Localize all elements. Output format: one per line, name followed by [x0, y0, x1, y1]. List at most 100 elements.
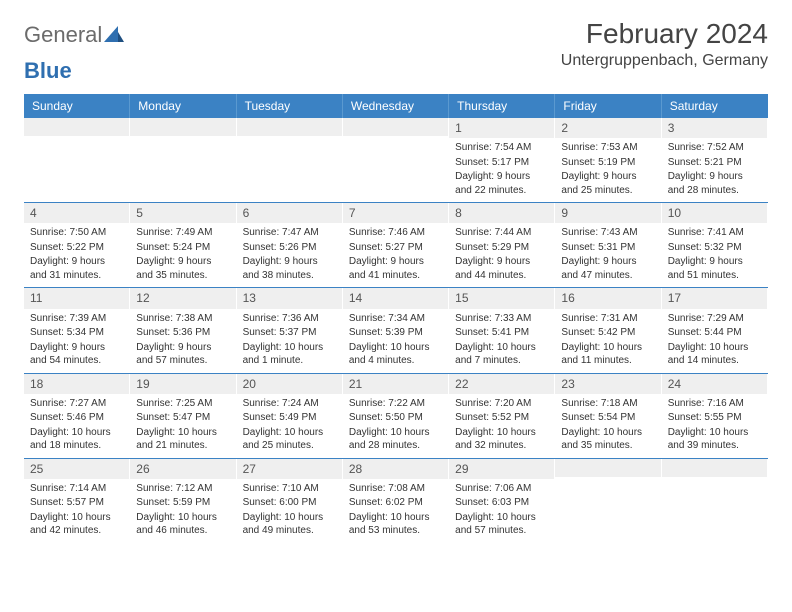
- sunset-line: Sunset: 5:24 PM: [136, 241, 229, 255]
- daylight-line: Daylight: 9 hours and 25 minutes.: [561, 170, 654, 197]
- day-number: 28: [343, 459, 448, 479]
- sunrise-line: Sunrise: 7:49 AM: [136, 226, 229, 240]
- sunset-line: Sunset: 5:39 PM: [349, 326, 442, 340]
- calendar: SundayMondayTuesdayWednesdayThursdayFrid…: [24, 94, 768, 543]
- day-body: Sunrise: 7:39 AMSunset: 5:34 PMDaylight:…: [24, 312, 129, 368]
- day-number: 21: [343, 374, 448, 394]
- day-number: 14: [343, 288, 448, 308]
- day-number: [662, 459, 767, 477]
- daylight-line: Daylight: 9 hours and 44 minutes.: [455, 255, 548, 282]
- daylight-line: Daylight: 9 hours and 35 minutes.: [136, 255, 229, 282]
- sunset-line: Sunset: 5:37 PM: [243, 326, 336, 340]
- dow-cell: Monday: [130, 94, 236, 118]
- sunset-line: Sunset: 5:27 PM: [349, 241, 442, 255]
- day-number: [237, 118, 342, 136]
- day-cell: 13Sunrise: 7:36 AMSunset: 5:37 PMDayligh…: [237, 288, 343, 372]
- day-body: Sunrise: 7:29 AMSunset: 5:44 PMDaylight:…: [662, 312, 767, 368]
- day-cell: 19Sunrise: 7:25 AMSunset: 5:47 PMDayligh…: [130, 374, 236, 458]
- sunrise-line: Sunrise: 7:31 AM: [561, 312, 654, 326]
- day-body: Sunrise: 7:27 AMSunset: 5:46 PMDaylight:…: [24, 397, 129, 453]
- day-number: 6: [237, 203, 342, 223]
- day-body: Sunrise: 7:46 AMSunset: 5:27 PMDaylight:…: [343, 226, 448, 282]
- day-body: Sunrise: 7:22 AMSunset: 5:50 PMDaylight:…: [343, 397, 448, 453]
- sunrise-line: Sunrise: 7:34 AM: [349, 312, 442, 326]
- sunrise-line: Sunrise: 7:22 AM: [349, 397, 442, 411]
- day-number: 18: [24, 374, 129, 394]
- daylight-line: Daylight: 10 hours and 28 minutes.: [349, 426, 442, 453]
- sunset-line: Sunset: 5:26 PM: [243, 241, 336, 255]
- daylight-line: Daylight: 9 hours and 41 minutes.: [349, 255, 442, 282]
- day-number: 10: [662, 203, 767, 223]
- day-cell: 17 Sunrise: 7:29 AMSunset: 5:44 PMDayligh…: [662, 288, 768, 372]
- sunrise-line: Sunrise: 7:18 AM: [561, 397, 654, 411]
- day-cell: [130, 118, 236, 202]
- day-number: 15: [449, 288, 554, 308]
- daylight-line: Daylight: 10 hours and 49 minutes.: [243, 511, 336, 538]
- day-cell: [237, 118, 343, 202]
- sunset-line: Sunset: 5:59 PM: [136, 496, 229, 510]
- day-cell: 27Sunrise: 7:10 AMSunset: 6:00 PMDayligh…: [237, 459, 343, 543]
- day-cell: 7 Sunrise: 7:46 AMSunset: 5:27 PMDaylight…: [343, 203, 449, 287]
- sunset-line: Sunset: 6:02 PM: [349, 496, 442, 510]
- daylight-line: Daylight: 10 hours and 14 minutes.: [668, 341, 761, 368]
- day-number: 23: [555, 374, 660, 394]
- sunrise-line: Sunrise: 7:14 AM: [30, 482, 123, 496]
- daylight-line: Daylight: 10 hours and 57 minutes.: [455, 511, 548, 538]
- daylight-line: Daylight: 9 hours and 28 minutes.: [668, 170, 761, 197]
- sunrise-line: Sunrise: 7:36 AM: [243, 312, 336, 326]
- day-number: 22: [449, 374, 554, 394]
- day-number: 12: [130, 288, 235, 308]
- day-body: Sunrise: 7:16 AMSunset: 5:55 PMDaylight:…: [662, 397, 767, 453]
- day-body: Sunrise: 7:20 AMSunset: 5:52 PMDaylight:…: [449, 397, 554, 453]
- dow-cell: Saturday: [662, 94, 768, 118]
- logo: General: [24, 18, 124, 48]
- daylight-line: Daylight: 10 hours and 53 minutes.: [349, 511, 442, 538]
- sunset-line: Sunset: 6:03 PM: [455, 496, 548, 510]
- daylight-line: Daylight: 9 hours and 38 minutes.: [243, 255, 336, 282]
- day-body: Sunrise: 7:49 AMSunset: 5:24 PMDaylight:…: [130, 226, 235, 282]
- sunrise-line: Sunrise: 7:38 AM: [136, 312, 229, 326]
- daylight-line: Daylight: 10 hours and 21 minutes.: [136, 426, 229, 453]
- sunrise-line: Sunrise: 7:47 AM: [243, 226, 336, 240]
- day-number: [130, 118, 235, 136]
- day-number: [24, 118, 129, 136]
- day-body: Sunrise: 7:33 AMSunset: 5:41 PMDaylight:…: [449, 312, 554, 368]
- sunrise-line: Sunrise: 7:46 AM: [349, 226, 442, 240]
- daylight-line: Daylight: 10 hours and 4 minutes.: [349, 341, 442, 368]
- sunrise-line: Sunrise: 7:33 AM: [455, 312, 548, 326]
- daylight-line: Daylight: 10 hours and 39 minutes.: [668, 426, 761, 453]
- day-cell: 12 Sunrise: 7:38 AMSunset: 5:36 PMDayligh…: [130, 288, 236, 372]
- day-cell: [24, 118, 130, 202]
- day-number: 11: [24, 288, 129, 308]
- week-row: 1Sunrise: 7:54 AMSunset: 5:17 PMDaylight…: [24, 118, 768, 202]
- day-cell: 14 Sunrise: 7:34 AMSunset: 5:39 PMDayligh…: [343, 288, 449, 372]
- sunrise-line: Sunrise: 7:20 AM: [455, 397, 548, 411]
- sunset-line: Sunset: 5:32 PM: [668, 241, 761, 255]
- day-body: Sunrise: 7:38 AMSunset: 5:36 PMDaylight:…: [130, 312, 235, 368]
- day-number: 8: [449, 203, 554, 223]
- sunset-line: Sunset: 5:21 PM: [668, 156, 761, 170]
- day-number: 16: [555, 288, 660, 308]
- day-body: Sunrise: 7:12 AMSunset: 5:59 PMDaylight:…: [130, 482, 235, 538]
- sunset-line: Sunset: 5:44 PM: [668, 326, 761, 340]
- day-cell: 9Sunrise: 7:43 AMSunset: 5:31 PMDaylight…: [555, 203, 661, 287]
- day-cell: 26Sunrise: 7:12 AMSunset: 5:59 PMDayligh…: [130, 459, 236, 543]
- week-row: 25Sunrise: 7:14 AMSunset: 5:57 PMDayligh…: [24, 459, 768, 543]
- day-body: Sunrise: 7:44 AMSunset: 5:29 PMDaylight:…: [449, 226, 554, 282]
- day-cell: 8 Sunrise: 7:44 AMSunset: 5:29 PMDaylight…: [449, 203, 555, 287]
- sunset-line: Sunset: 5:52 PM: [455, 411, 548, 425]
- day-cell: 23Sunrise: 7:18 AMSunset: 5:54 PMDayligh…: [555, 374, 661, 458]
- day-body: Sunrise: 7:14 AMSunset: 5:57 PMDaylight:…: [24, 482, 129, 538]
- day-body: Sunrise: 7:54 AMSunset: 5:17 PMDaylight:…: [449, 141, 554, 197]
- day-body: Sunrise: 7:10 AMSunset: 6:00 PMDaylight:…: [237, 482, 342, 538]
- day-body: Sunrise: 7:34 AMSunset: 5:39 PMDaylight:…: [343, 312, 448, 368]
- daylight-line: Daylight: 10 hours and 18 minutes.: [30, 426, 123, 453]
- day-number: 29: [449, 459, 554, 479]
- sunset-line: Sunset: 5:17 PM: [455, 156, 548, 170]
- day-number: 7: [343, 203, 448, 223]
- day-number: 17: [662, 288, 767, 308]
- month-title: February 2024: [561, 18, 768, 50]
- sunrise-line: Sunrise: 7:52 AM: [668, 141, 761, 155]
- day-cell: 6 Sunrise: 7:47 AMSunset: 5:26 PMDaylight…: [237, 203, 343, 287]
- sunrise-line: Sunrise: 7:54 AM: [455, 141, 548, 155]
